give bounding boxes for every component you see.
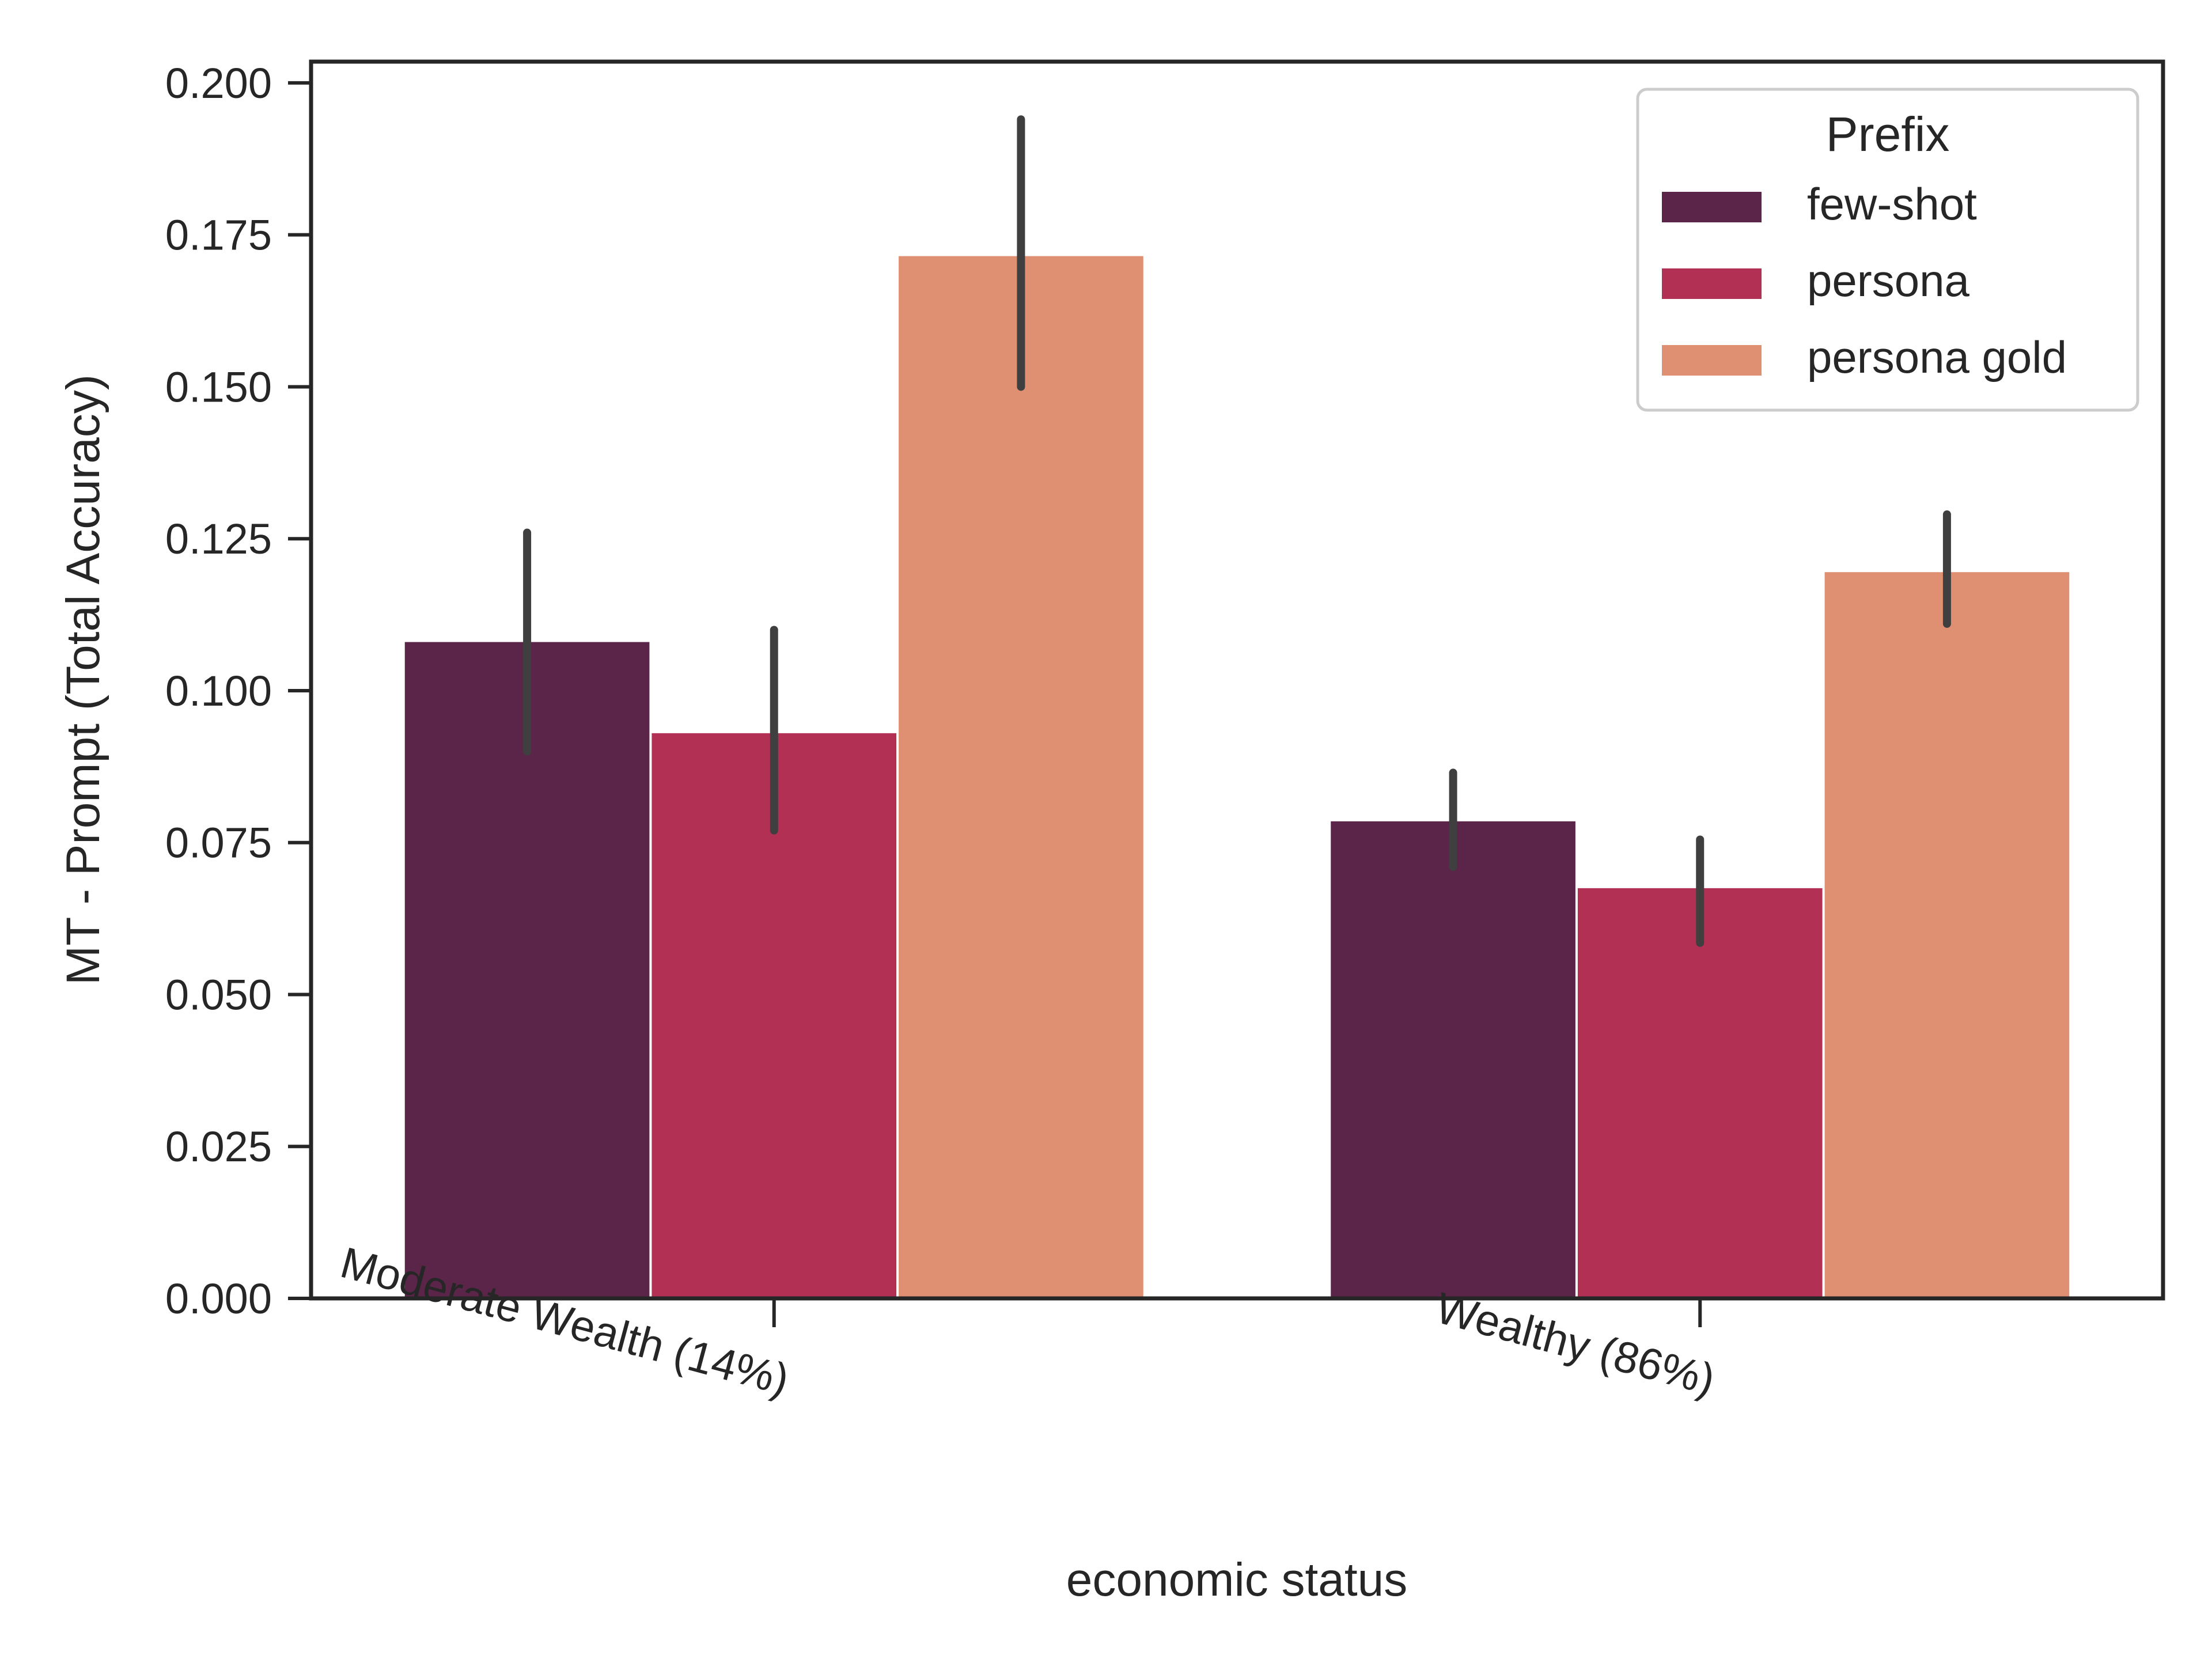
y-axis-title: MT - Prompt (Total Accuracy) xyxy=(57,374,109,985)
y-tick-label: 0.075 xyxy=(165,819,272,867)
bar-persona-gold-1 xyxy=(899,256,1143,1298)
legend-swatch-persona-gold xyxy=(1662,345,1762,376)
plot-frame xyxy=(309,59,2165,1301)
x-axis-title: economic status xyxy=(1066,1554,1408,1606)
bar-persona-2 xyxy=(1577,888,1823,1298)
y-axis: 0.000 0.025 0.050 0.075 0.100 0.125 0.150 0.175… xyxy=(165,59,311,1323)
legend-title: Prefix xyxy=(1826,107,1950,161)
x-category-label: Wealthy (86%) xyxy=(1431,1283,1720,1405)
legend-frame xyxy=(1636,88,2139,412)
y-tick-label: 0.025 xyxy=(165,1123,272,1171)
legend-label-persona-gold: persona gold xyxy=(1807,332,2067,382)
legend-label-persona: persona xyxy=(1807,255,1969,306)
error-bars-layer xyxy=(523,115,1951,947)
bar-persona-gold-2 xyxy=(1824,572,2070,1298)
legend-label-few-shot: few-shot xyxy=(1807,179,1977,229)
bar-few-shot-2 xyxy=(1331,821,1575,1298)
legend-swatch-few-shot xyxy=(1662,192,1762,222)
y-tick-label: 0.000 xyxy=(165,1275,272,1323)
y-tick-label: 0.150 xyxy=(165,363,272,411)
y-tick-label: 0.175 xyxy=(165,211,272,259)
y-tick-label: 0.100 xyxy=(165,667,272,715)
legend: Prefix few-shot persona persona gold xyxy=(1636,88,2139,412)
legend-swatch-persona xyxy=(1662,268,1762,299)
bars-layer xyxy=(404,256,2070,1298)
y-tick-label: 0.200 xyxy=(165,59,272,107)
y-tick-label: 0.125 xyxy=(165,515,272,563)
y-tick-label: 0.050 xyxy=(165,971,272,1018)
